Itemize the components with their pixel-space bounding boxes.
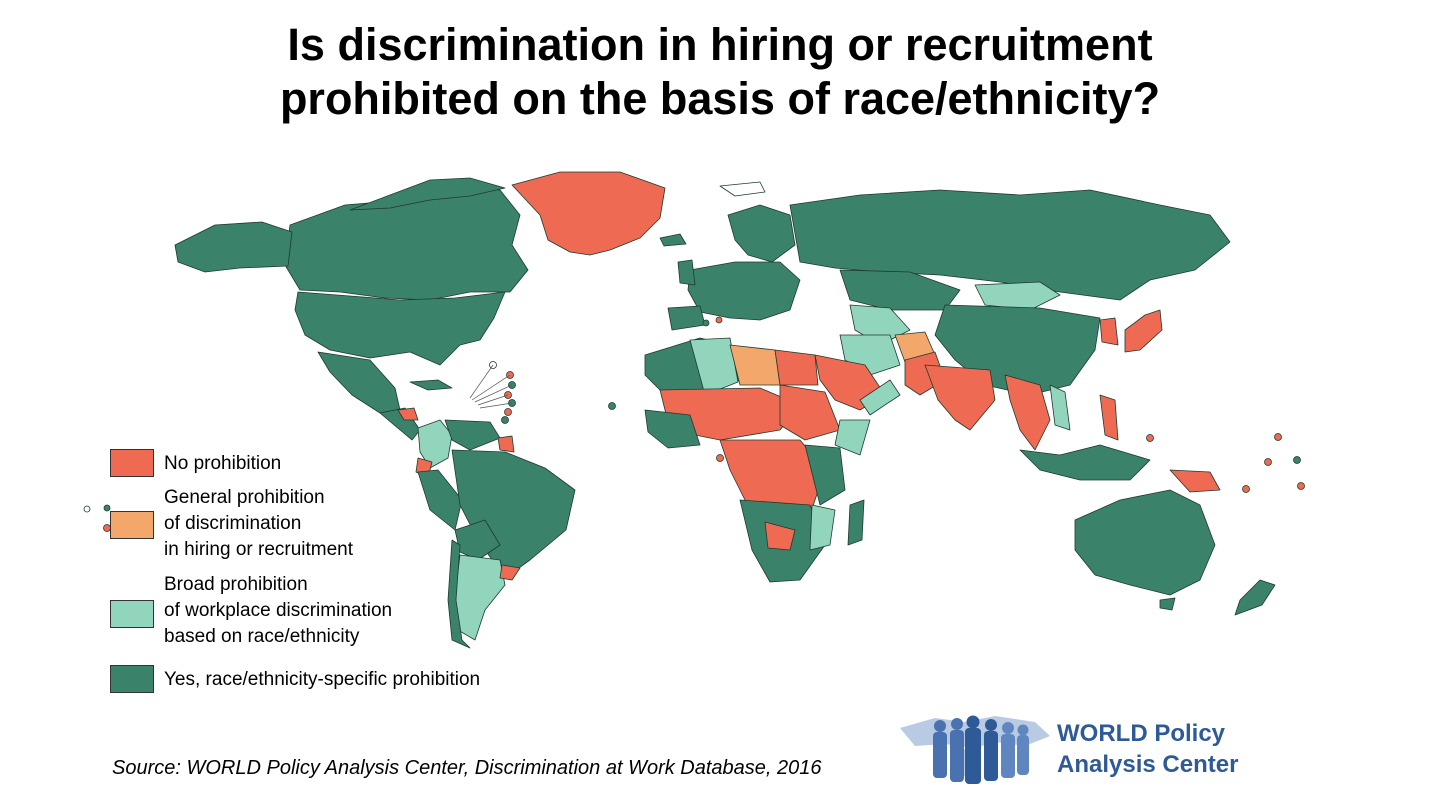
island-dot: [1146, 434, 1154, 442]
legend-label-no-prohibition: No prohibition: [164, 453, 282, 474]
island-dot: [608, 402, 616, 410]
region-mexico: [317, 351, 401, 414]
island-dot: [504, 408, 512, 416]
island-dot: [83, 505, 91, 513]
island-dot: [1297, 482, 1305, 490]
region-chile: [447, 539, 471, 649]
legend-label-broad-prohibition: Broad prohibition of workplace discrimina…: [164, 574, 393, 647]
region-east-africa: [804, 444, 846, 506]
source-note: Source: WORLD Policy Analysis Center, Di…: [112, 757, 822, 779]
legend-swatch-general-prohibition: [110, 511, 154, 539]
island-dot: [702, 319, 710, 327]
region-spain: [667, 305, 706, 331]
region-cuba: [409, 379, 453, 391]
legend-swatch-specific-prohibition: [110, 665, 154, 693]
island-dot: [716, 454, 724, 462]
logo-line-1: WORLD Policy: [1057, 720, 1226, 747]
title-line-2: prohibited on the basis of race/ethnicit…: [279, 73, 1161, 124]
region-madagascar: [847, 499, 865, 546]
logo-text: WORLD Policy Analysis Center: [1057, 718, 1238, 780]
region-korea: [1099, 317, 1119, 346]
region-europe: [687, 261, 801, 321]
region-uk: [677, 259, 696, 286]
region-peru: [417, 469, 463, 531]
region-southeast-asia: [1004, 374, 1051, 451]
region-philippines: [1099, 394, 1119, 441]
region-arctic-islands: [349, 177, 506, 211]
region-colombia: [417, 419, 453, 469]
region-uruguay: [499, 564, 521, 581]
region-png: [1169, 469, 1221, 493]
region-united-states: [294, 291, 506, 366]
region-horn: [834, 419, 871, 456]
region-indonesia: [1019, 444, 1151, 481]
logo-world-people-icon: [900, 715, 1050, 784]
region-sudan: [779, 384, 841, 441]
region-alaska: [174, 221, 293, 273]
region-india: [924, 364, 996, 431]
region-guyana: [497, 435, 515, 453]
legend-label-specific-prohibition: Yes, race/ethnicity-specific prohibition: [164, 669, 481, 690]
legend-label-general-prohibition: General prohibition of discrimination in h…: [164, 487, 354, 560]
island-dot: [1242, 485, 1250, 493]
region-egypt: [774, 349, 819, 386]
region-greenland: [511, 171, 666, 256]
region-argentina: [454, 554, 506, 641]
island-dot: [1274, 433, 1282, 441]
region-kazakhstan: [839, 269, 961, 311]
region-mozambique: [809, 504, 836, 551]
region-japan: [1124, 309, 1163, 353]
map-title: Is discrimination in hiring or recruitme…: [0, 18, 1440, 126]
region-new-zealand: [1234, 579, 1276, 616]
island-dot: [715, 316, 723, 324]
legend-swatch-no-prohibition: [110, 449, 154, 477]
region-west-africa: [644, 409, 701, 449]
region-iceland: [659, 233, 687, 247]
legend-swatch-broad-prohibition: [110, 600, 154, 628]
region-algeria: [689, 337, 739, 396]
region-australia: [1074, 489, 1216, 596]
region-mongolia: [974, 281, 1061, 311]
region-angola: [764, 521, 796, 551]
title-line-1: Is discrimination in hiring or recruitme…: [287, 19, 1153, 70]
region-venezuela: [444, 419, 501, 451]
region-scandinavia: [727, 204, 796, 263]
region-tasmania: [1159, 597, 1176, 611]
island-dot: [103, 504, 111, 512]
region-vietnam: [1049, 384, 1071, 431]
island-dot: [1264, 458, 1272, 466]
island-dot: [501, 416, 509, 424]
region-honduras: [397, 407, 419, 421]
island-dot: [508, 399, 516, 407]
region-svalbard: [719, 181, 766, 197]
island-dot: [1293, 456, 1301, 464]
region-oman: [859, 379, 901, 416]
logo-line-2: Analysis Center: [1057, 751, 1239, 778]
